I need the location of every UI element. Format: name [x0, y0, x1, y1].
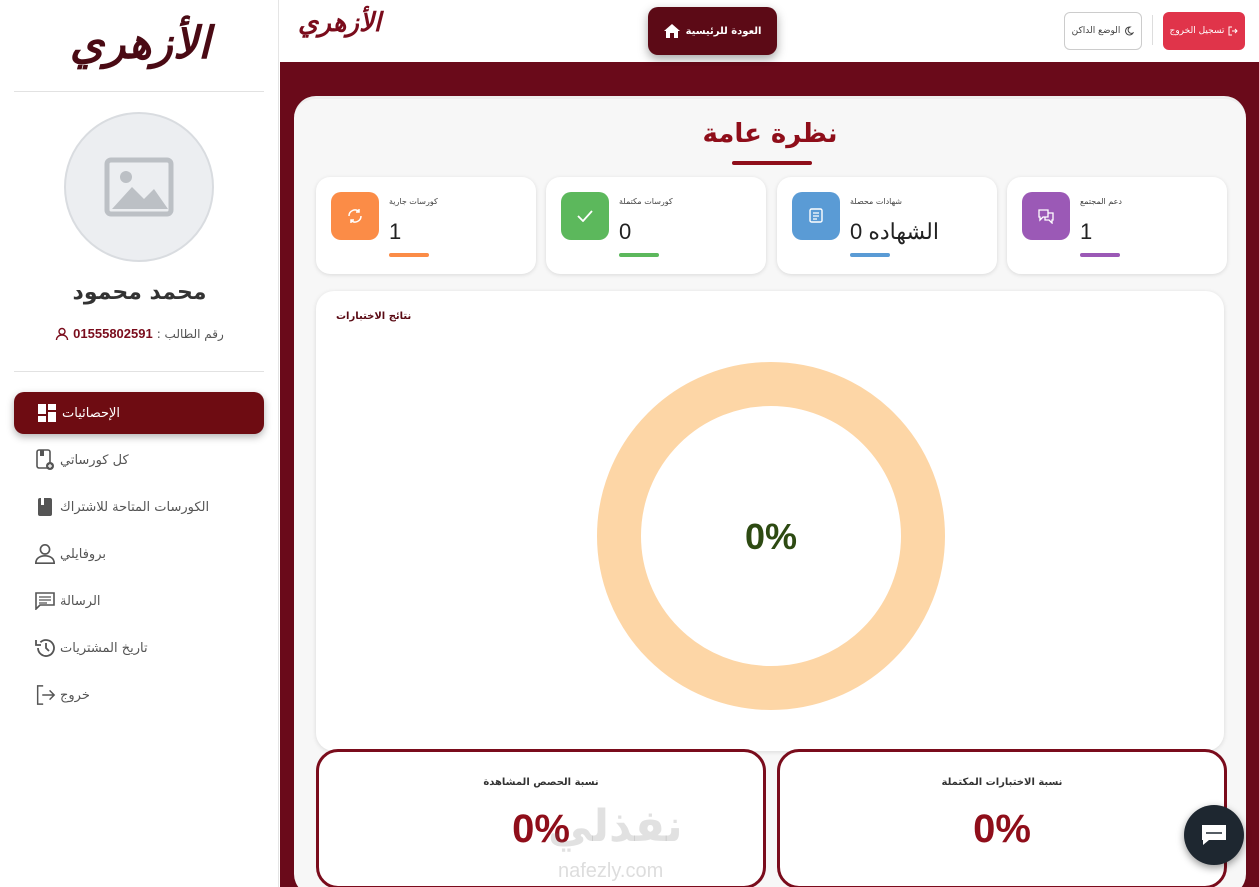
home-icon: [663, 24, 680, 38]
main-area: نظرة عامة كورسات جارية 1 كورسات مكتملة 0: [280, 66, 1259, 887]
moon-icon: [1125, 26, 1135, 36]
donut-ring: [597, 362, 945, 710]
student-id-label: رقم الطالب :: [156, 326, 224, 341]
stat-label: دعم المجتمع: [1080, 197, 1122, 206]
sidebar-item-profile[interactable]: بروفايلي: [14, 533, 264, 575]
sidebar-item-label: كل كورساتي: [60, 452, 129, 468]
sidebar-item-messages[interactable]: الرسالة: [14, 580, 264, 622]
student-id-value: 01555802591: [73, 326, 153, 341]
stat-accent-bar: [619, 253, 659, 257]
completed-exams-title: نسبة الاختبارات المكتملة: [941, 777, 1063, 788]
divider: [14, 91, 264, 92]
sidebar-item-my-courses[interactable]: كل كورساتي: [14, 439, 264, 481]
sidebar-item-label: خروج: [60, 687, 90, 703]
sidebar-item-purchase-history[interactable]: تاريخ المشتريات: [14, 627, 264, 669]
chat-icon: [1202, 825, 1226, 845]
user-outline-icon: [55, 327, 69, 340]
watched-lessons-title: نسبة الحصص المشاهدة: [483, 777, 599, 788]
dashboard-icon: [36, 402, 58, 424]
divider: [1152, 15, 1153, 45]
stat-card-certificates[interactable]: شهادات محصلة 0 الشهاده: [777, 177, 997, 274]
title-underline: [732, 161, 812, 165]
logout-button[interactable]: تسجيل الخروج: [1163, 12, 1245, 50]
watched-lessons-card: نسبة الحصص المشاهدة 0%: [316, 749, 766, 887]
stat-value: 0 الشهاده: [850, 219, 939, 244]
chat-widget-button[interactable]: [1184, 805, 1244, 865]
sidebar-item-label: الإحصائيات: [62, 405, 121, 421]
header-logo[interactable]: الأزهري: [298, 8, 382, 38]
sidebar-item-label: بروفايلي: [60, 546, 107, 562]
completed-exams-value: 0%: [973, 807, 1031, 851]
sidebar-item-statistics[interactable]: الإحصائيات: [14, 392, 264, 434]
logout-icon: [34, 684, 56, 706]
dark-mode-label: الوضع الداكن: [1071, 26, 1121, 36]
divider: [14, 371, 264, 372]
stat-value: 1: [389, 219, 402, 244]
stat-label: كورسات جارية: [389, 197, 438, 206]
image-placeholder-icon: [104, 157, 174, 217]
sidebar-logo[interactable]: الأزهري: [69, 17, 211, 69]
watermark-url: nafezly.com: [558, 860, 664, 882]
avatar[interactable]: [64, 112, 214, 262]
sidebar-item-label: الرسالة: [60, 593, 101, 609]
stat-accent-bar: [389, 253, 429, 257]
exam-results-title: نتائج الاختبارات: [336, 311, 412, 322]
course-add-icon: [34, 449, 56, 471]
top-bar: الأزهري العودة للرئيسية الوضع الداكن تسج…: [280, 0, 1259, 66]
stat-card-community[interactable]: دعم المجتمع 1: [1007, 177, 1227, 274]
person-icon: [34, 543, 56, 565]
logout-icon: [1228, 26, 1239, 36]
watched-lessons-value: 0%: [512, 807, 570, 851]
stat-label: شهادات محصلة: [850, 197, 903, 206]
sidebar-item-available-courses[interactable]: الكورسات المتاحة للاشتراك: [14, 486, 264, 528]
certificate-icon: [792, 192, 840, 240]
dark-mode-toggle[interactable]: الوضع الداكن: [1064, 12, 1142, 50]
sidebar-item-label: تاريخ المشتريات: [60, 640, 148, 656]
home-button-label: العودة للرئيسية: [685, 25, 762, 37]
sidebar: الأزهري محمد محمود رقم الطالب : 01555802…: [0, 0, 279, 887]
stat-value: 1: [1080, 219, 1093, 244]
stat-label: كورسات مكتملة: [619, 197, 673, 206]
history-icon: [34, 637, 56, 659]
sidebar-item-label: الكورسات المتاحة للاشتراك: [60, 499, 210, 515]
sidebar-nav: الإحصائيات كل كورساتي الكورسات المتاحة ل…: [14, 392, 264, 721]
exam-results-card: نتائج الاختبارات 0%: [316, 291, 1224, 751]
stat-accent-bar: [850, 253, 890, 257]
student-id-row: رقم الطالب : 01555802591: [0, 326, 279, 341]
book-icon: [34, 496, 56, 518]
logout-button-label: تسجيل الخروج: [1169, 26, 1225, 36]
sidebar-item-logout[interactable]: خروج: [14, 674, 264, 716]
stat-card-ongoing[interactable]: كورسات جارية 1: [316, 177, 536, 274]
home-button[interactable]: العودة للرئيسية: [648, 7, 777, 55]
exam-results-donut[interactable]: 0%: [596, 361, 946, 711]
chat-bubbles-icon: [1022, 192, 1070, 240]
check-icon: [561, 192, 609, 240]
stat-accent-bar: [1080, 253, 1120, 257]
watermark: نفذلي: [548, 801, 683, 852]
user-name: محمد محمود: [72, 280, 207, 305]
donut-center-value: 0%: [745, 516, 797, 557]
overview-title: نظرة عامة: [702, 119, 838, 149]
completed-exams-card: نسبة الاختبارات المكتملة 0%: [777, 749, 1227, 887]
message-icon: [34, 590, 56, 612]
stat-card-completed[interactable]: كورسات مكتملة 0: [546, 177, 766, 274]
refresh-icon: [331, 192, 379, 240]
stat-value: 0: [619, 219, 632, 244]
